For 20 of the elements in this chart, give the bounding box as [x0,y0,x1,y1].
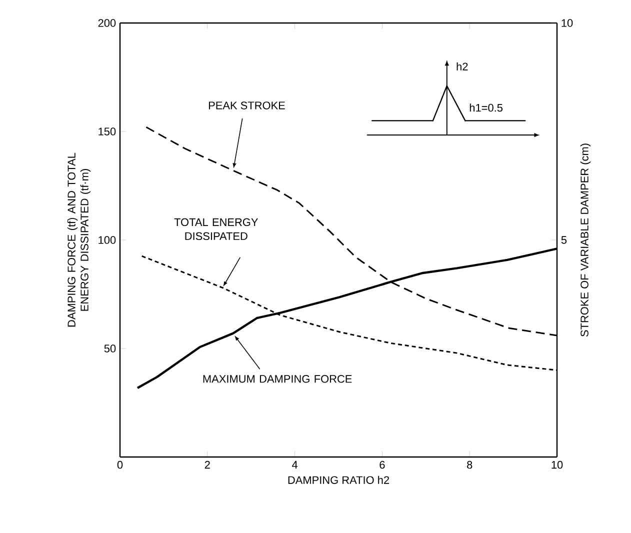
annotation: h2 [456,62,468,70]
annotation: h1=0.5 [470,104,503,112]
text: TOTAL ENERGY DISSIPATED [174,218,258,240]
y-tick-label: 100 [98,236,116,244]
x-tick-label: 4 [292,460,298,468]
y2-axis-title: STROKE OF VARIABLE DAMPER (cm) [580,144,591,337]
x-tick-label: 6 [380,460,385,469]
x-axis-title: DAMPING RATIO h2 [288,476,389,484]
x-tick-label: 2 [204,460,210,469]
y-axis-title: DAMPING FORCE (tf) AND TOTAL ENERGY DISSIPATED (tf·m) [67,152,91,327]
y-tick-label: 50 [104,344,116,352]
text: MAXIMUM DAMPING FORCE [203,375,352,383]
x-tick-label: 8 [467,460,472,469]
x-tick-label: 0 [117,460,123,469]
y-tick-label: 200 [98,19,116,27]
x-tick-label: 10 [552,460,563,469]
text: PEAK STROKE [208,102,285,110]
y2-tick-label: 10 [562,19,573,27]
y2-tick-label: 5 [561,236,567,244]
y-tick-label: 150 [98,128,116,136]
